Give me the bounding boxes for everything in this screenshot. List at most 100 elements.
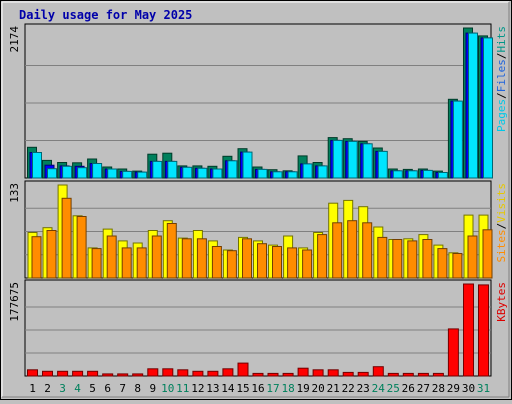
bar-sites-day-18 xyxy=(287,247,298,279)
bar-sites-day-15 xyxy=(242,238,252,279)
bar-pages-day-18 xyxy=(287,171,298,179)
bar-sites-day-1 xyxy=(31,236,42,279)
x-tick-label-day-5: 5 xyxy=(89,382,96,395)
bar-kbytes-day-25 xyxy=(387,372,399,377)
bar-sites-day-24 xyxy=(377,236,388,279)
bar-kbytes-day-2 xyxy=(42,370,53,377)
bar-pages-day-21 xyxy=(332,139,343,179)
bar-pages-day-22 xyxy=(347,140,358,179)
bar-sites-day-3 xyxy=(61,197,72,279)
x-tick-label-day-9: 9 xyxy=(149,382,156,395)
bar-sites-day-5 xyxy=(91,248,102,279)
bar-sites-day-12 xyxy=(196,238,207,279)
bar-kbytes-day-21 xyxy=(327,369,339,377)
x-tick-label-day-24: 24 xyxy=(372,382,386,395)
panel-3: 177675 KBytes xyxy=(8,279,508,377)
x-tick-label-day-10: 10 xyxy=(161,382,174,395)
x-tick-label-day-3: 3 xyxy=(59,382,66,395)
x-tick-label-day-22: 22 xyxy=(342,382,355,395)
bar-kbytes-day-14 xyxy=(222,368,234,377)
bar-kbytes-day-23 xyxy=(357,371,369,377)
x-tick-label-day-21: 21 xyxy=(327,382,340,395)
bar-kbytes-day-5 xyxy=(87,370,99,377)
bar-kbytes-day-17 xyxy=(267,372,279,377)
legend-part-1-2: / xyxy=(495,92,508,99)
bar-pages-day-13 xyxy=(212,168,223,179)
legend-part-1-3: Files xyxy=(495,59,508,92)
x-tick-label-day-13: 13 xyxy=(206,382,219,395)
bar-kbytes-day-29 xyxy=(447,328,459,377)
bar-kbytes-day-8 xyxy=(132,373,144,377)
bar-pages-day-29 xyxy=(452,100,463,179)
panel-2-series-legend: Sites/Visits xyxy=(495,183,508,263)
x-tick-label-day-27: 27 xyxy=(417,382,430,395)
x-tick-label-day-26: 26 xyxy=(402,382,415,395)
panel-2-y-max-label: 133 xyxy=(8,183,21,203)
bar-sites-day-14 xyxy=(226,250,237,279)
legend-part-2-1: Sites xyxy=(495,229,508,262)
bar-kbytes-day-11 xyxy=(177,369,189,377)
bar-pages-day-3 xyxy=(62,165,73,179)
bar-kbytes-day-1 xyxy=(27,369,38,377)
bar-sites-day-30 xyxy=(467,235,478,279)
chart-panels: 2174Pages/Files/Hits133Sites/Visits17767… xyxy=(8,23,508,377)
bar-pages-day-26 xyxy=(407,170,418,179)
bar-pages-day-23 xyxy=(362,143,373,179)
bar-kbytes-day-3 xyxy=(57,370,69,377)
x-tick-label-day-15: 15 xyxy=(236,382,249,395)
x-axis-tick-labels: 1 2 3 4 5 6 7 8 9 10 11 12 13 14 15 16 17 18 19 20 21 22 23 24 2… xyxy=(29,382,490,395)
bar-kbytes-day-19 xyxy=(297,367,309,377)
x-tick-label-day-18: 18 xyxy=(281,382,294,395)
bar-sites-day-21 xyxy=(332,222,343,279)
bar-kbytes-day-9 xyxy=(147,368,159,377)
bar-kbytes-day-18 xyxy=(282,372,294,377)
panel-3-series-legend: KBytes xyxy=(495,282,508,322)
bar-pages-day-8 xyxy=(137,171,148,179)
bar-kbytes-day-24 xyxy=(372,366,384,377)
bar-kbytes-day-7 xyxy=(117,373,129,377)
panel-3-y-max-label: 177675 xyxy=(8,282,21,322)
legend-part-2-2: / xyxy=(495,223,508,230)
bar-pages-day-4 xyxy=(77,167,88,179)
bar-pages-day-30 xyxy=(468,32,478,179)
x-tick-label-day-12: 12 xyxy=(191,382,204,395)
bar-kbytes-day-26 xyxy=(402,372,414,377)
panel-1-series-legend: Pages/Files/Hits xyxy=(495,26,508,132)
bar-kbytes-day-12 xyxy=(192,370,204,377)
x-tick-label-day-16: 16 xyxy=(251,382,264,395)
bar-sites-day-26 xyxy=(407,240,418,279)
x-tick-label-day-17: 17 xyxy=(266,382,279,395)
x-tick-label-day-19: 19 xyxy=(296,382,309,395)
legend-part-1-1: Pages xyxy=(495,99,508,132)
bar-pages-day-24 xyxy=(377,150,388,179)
bar-sites-day-7 xyxy=(121,247,132,279)
bar-sites-day-16 xyxy=(257,243,267,279)
bar-pages-day-14 xyxy=(227,160,238,179)
bar-pages-day-17 xyxy=(272,171,283,179)
x-tick-label-day-29: 29 xyxy=(447,382,460,395)
x-tick-label-day-2: 2 xyxy=(44,382,51,395)
bar-kbytes-day-10 xyxy=(162,368,174,377)
panel-3-plot-area xyxy=(24,279,492,377)
bar-pages-day-2 xyxy=(47,168,57,179)
bar-kbytes-day-20 xyxy=(312,369,324,377)
bar-sites-day-19 xyxy=(302,249,313,279)
x-tick-label-day-4: 4 xyxy=(74,382,81,395)
bar-pages-day-6 xyxy=(107,168,118,179)
bar-sites-day-17 xyxy=(272,246,282,279)
bar-sites-day-11 xyxy=(181,238,192,279)
bar-pages-day-28 xyxy=(437,172,448,179)
x-tick-label-day-1: 1 xyxy=(29,382,36,395)
bar-sites-day-25 xyxy=(392,239,403,279)
bar-pages-day-16 xyxy=(257,168,268,179)
bar-pages-day-27 xyxy=(422,169,433,179)
bar-sites-day-13 xyxy=(211,246,222,279)
bar-pages-day-19 xyxy=(302,163,313,179)
bar-kbytes-day-27 xyxy=(417,372,429,377)
bar-pages-day-1 xyxy=(32,152,42,179)
bar-sites-day-20 xyxy=(317,234,328,279)
bar-kbytes-day-22 xyxy=(342,371,354,377)
legend-part-2-3: Visits xyxy=(495,183,508,223)
